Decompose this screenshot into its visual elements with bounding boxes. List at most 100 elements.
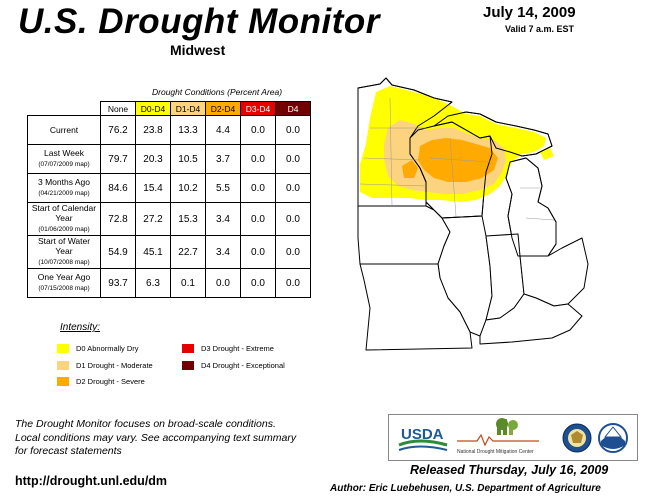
table-cell: 3.4 [205,202,241,236]
outline-michigan-up [433,111,553,157]
table-cell: 15.4 [135,173,171,203]
table-cell: 3.4 [205,235,241,269]
d2-area-mn [402,160,418,178]
table-cell: 13.3 [170,115,206,145]
legend-swatch-d0 [57,344,69,353]
col-d2-d4: D2-D4 [205,101,241,116]
table-cell: 79.7 [100,144,136,174]
disclaimer-line: Local conditions may vary. See accompany… [15,431,297,444]
table-cell: 0.1 [170,268,206,298]
usda-logo: USDA [398,426,448,451]
row-label-sub: (07/15/2008 map) [38,285,90,292]
d0-area-michigan-east [540,148,554,160]
author-credit: Author: Eric Luebehusen, U.S. Department… [330,483,601,494]
col-d3-d4: D3-D4 [240,101,276,116]
map-date: July 14, 2009 [483,4,576,21]
disclaimer-line: for forecast statements [15,445,122,457]
col-none: None [100,101,136,116]
drought-url-link[interactable]: http://drought.unl.edu/dm [15,474,168,488]
row-label-calendar-year: Start of Calendar Year (01/06/2009 map) [27,202,101,236]
row-label-text: One Year Ago [37,272,91,282]
partner-logos: USDA National Drought Mitigation Center [388,414,638,461]
table-cell: 27.2 [135,202,171,236]
row-label-last-week: Last Week (07/07/2009 map) [27,144,101,174]
table-caption: Drought Conditions (Percent Area) [152,87,283,97]
row-label-sub: (07/07/2009 map) [38,161,90,168]
table-row: 3 Months Ago (04/21/2009 map) 84.6 15.4 1… [27,173,311,203]
table-cell: 0.0 [275,144,311,174]
table-cell: 93.7 [100,268,136,298]
legend-item-d1: D1 Drought - Moderate [57,361,153,370]
svg-text:National Drought Mitigation Ce: National Drought Mitigation Center [457,449,534,455]
table-cell: 0.0 [275,268,311,298]
legend-label-d0: D0 Abnormally Dry [76,344,139,353]
table-cell: 10.5 [170,144,206,174]
state-iowa [357,205,451,265]
table-row: One Year Ago (07/15/2008 map) 93.7 6.3 0.… [27,268,311,298]
row-label-sub: (01/06/2009 map) [38,226,90,233]
row-label-text: 3 Months Ago [38,177,90,187]
table-cell: 84.6 [100,173,136,203]
row-label-current: Current [27,115,101,145]
table-cell: 20.3 [135,144,171,174]
table-row: Current 76.2 23.8 13.3 4.4 0.0 0.0 [27,115,311,145]
legend-item-d2: D2 Drought - Severe [57,377,145,386]
table-row: Start of Water Year (10/07/2008 map) 54.9… [27,235,311,269]
table-cell: 3.7 [205,144,241,174]
row-label-water-year: Start of Water Year (10/07/2008 map) [27,235,101,269]
col-d1-d4: D1-D4 [170,101,206,116]
table-cell: 6.3 [135,268,171,298]
table-cell: 0.0 [275,115,311,145]
county-lines [359,97,555,221]
table-cell: 0.0 [240,202,276,236]
legend-swatch-d2 [57,377,69,386]
legend-item-d3: D3 Drought - Extreme [182,344,274,353]
table-cell: 5.5 [205,173,241,203]
ndmc-logo: National Drought Mitigation Center [457,418,539,455]
table-cell: 0.0 [240,235,276,269]
table-cell: 0.0 [205,268,241,298]
region-subtitle: Midwest [170,42,226,58]
table-cell: 0.0 [275,202,311,236]
table-cell: 4.4 [205,115,241,145]
table-cell: 0.0 [240,144,276,174]
table-cell: 10.2 [170,173,206,203]
row-label-text: Current [49,125,79,135]
col-d4: D4 [275,101,311,116]
row-label-one-year: One Year Ago (07/15/2008 map) [27,268,101,298]
table-cell: 0.0 [275,235,311,269]
svg-text:USDA: USDA [401,426,444,443]
row-label-text: Last Week [43,148,84,158]
commerce-seal-icon [562,423,592,453]
legend-label-d1: D1 Drought - Moderate [76,361,153,370]
table-cell: 45.1 [135,235,171,269]
table-cell: 72.8 [100,202,136,236]
disclaimer-line: The Drought Monitor focuses on broad-sca… [15,418,276,430]
midwest-drought-map [357,77,589,351]
table-cell: 76.2 [100,115,136,145]
row-label-sub: (10/07/2008 map) [38,259,90,266]
valid-time: Valid 7 a.m. EST [505,24,575,34]
drought-conditions-table: None D0-D4 D1-D4 D2-D4 D3-D4 D4 Current … [27,101,311,298]
noaa-logo-icon [598,423,628,453]
legend-swatch-d1 [57,361,69,370]
logos-svg: USDA National Drought Mitigation Center [398,418,628,455]
row-label-sub: (04/21/2009 map) [38,190,90,197]
table-row: Last Week (07/07/2009 map) 79.7 20.3 10.5… [27,144,311,174]
row-label-3-months: 3 Months Ago (04/21/2009 map) [27,173,101,203]
table-row: Start of Calendar Year (01/06/2009 map) 7… [27,202,311,236]
release-date: Released Thursday, July 16, 2009 [410,463,609,477]
legend-label-d2: D2 Drought - Severe [76,377,145,386]
page-title: U.S. Drought Monitor [18,2,380,41]
state-kentucky [479,293,583,345]
row-label-text: Start of Calendar Year [31,203,97,223]
table-cell: 22.7 [170,235,206,269]
table-cell: 0.0 [275,173,311,203]
state-missouri [359,263,473,351]
table-cell: 0.0 [240,268,276,298]
table-header-row: None D0-D4 D1-D4 D2-D4 D3-D4 D4 [28,101,311,116]
header-blank-cell [28,102,101,116]
legend-swatch-d3 [182,344,194,353]
table-cell: 0.0 [240,115,276,145]
